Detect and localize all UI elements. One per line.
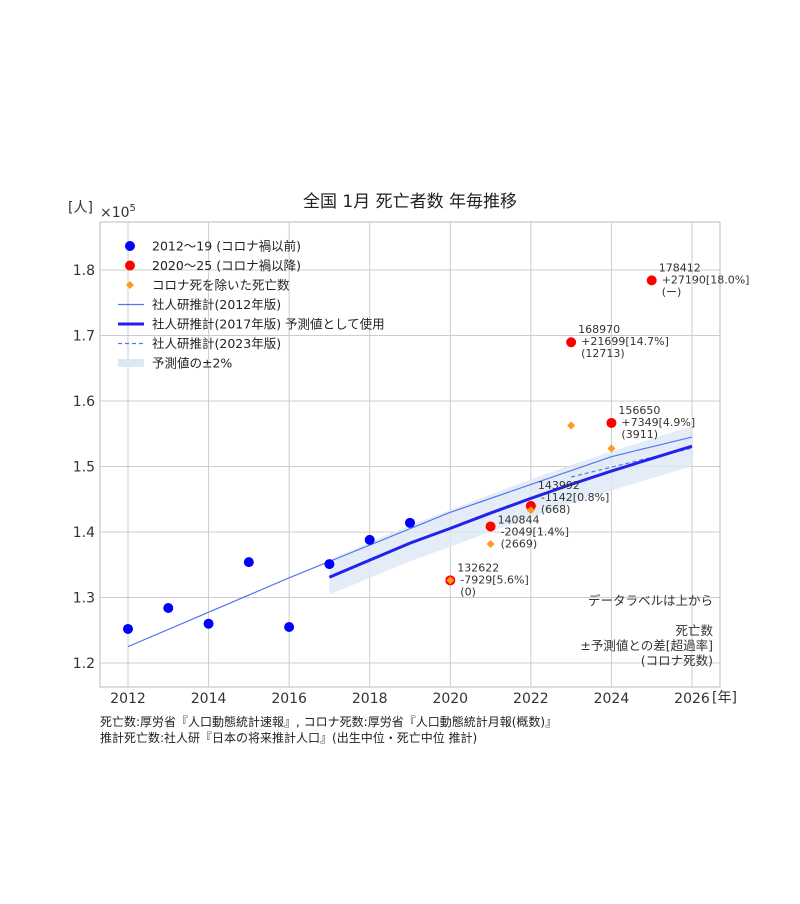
data-label: 178412 xyxy=(659,261,701,274)
x-tick-label: 2020 xyxy=(432,691,468,707)
data-label: 140844 xyxy=(498,513,540,526)
x-tick-label: 2012 xyxy=(110,691,146,707)
data-label: (2669) xyxy=(501,537,538,550)
data-label: -1142[0.8%] xyxy=(541,491,610,504)
x-tick-label: 2022 xyxy=(513,691,549,707)
y-exponent: ×105 xyxy=(100,203,136,221)
data-label: 132622 xyxy=(457,561,499,574)
x-tick-label: 2014 xyxy=(191,691,227,707)
data-label: (668) xyxy=(541,503,571,516)
data-label: 143992 xyxy=(538,479,580,492)
point-excl-covid xyxy=(486,539,495,548)
point-excl-covid xyxy=(607,444,616,453)
line-proj-2012 xyxy=(127,436,693,648)
y-tick-label: 1.3 xyxy=(73,591,95,607)
point-excl-covid xyxy=(567,421,576,430)
point-excl-covid xyxy=(446,576,455,585)
data-label: +27190[18.0%] xyxy=(662,273,750,286)
data-label: (12713) xyxy=(581,347,625,360)
data-label: (3911) xyxy=(621,428,658,441)
data-label: -7929[5.6%] xyxy=(460,573,529,586)
note-text: 死亡数 xyxy=(675,623,713,638)
data-label: (ー) xyxy=(662,285,682,298)
data-label: -2049[1.4%] xyxy=(501,525,569,538)
legend-label: 社人研推計(2012年版) xyxy=(152,297,281,312)
point-pre-covid xyxy=(324,559,335,570)
y-axis-label: [人] xyxy=(68,200,93,216)
legend-label: 2012〜19 (コロナ禍以前) xyxy=(152,239,301,254)
y-tick-label: 1.4 xyxy=(73,525,95,541)
point-excl-covid xyxy=(526,506,535,515)
line-proj-2017 xyxy=(328,444,693,579)
chart-title: 全国 1月 死亡者数 年毎推移 xyxy=(303,192,517,212)
point-post-covid xyxy=(485,521,496,532)
x-tick-label: 2026 xyxy=(674,691,710,707)
point-pre-covid xyxy=(405,517,415,528)
data-label: 156650 xyxy=(618,404,660,417)
y-tick-label: 1.6 xyxy=(73,394,95,410)
point-post-covid xyxy=(566,337,577,348)
point-pre-covid xyxy=(243,557,254,568)
y-tick-label: 1.7 xyxy=(73,329,95,345)
legend-marker-pre xyxy=(125,241,135,251)
source-line-1: 死亡数:厚労省『人口動態統計速報』, コロナ死数:厚労省『人口動態統計月報(概数… xyxy=(100,715,558,729)
point-pre-covid xyxy=(203,618,214,629)
x-axis-label: [年] xyxy=(712,690,737,706)
legend-label: 予測値の±2% xyxy=(152,356,232,371)
data-label: +7349[4.9%] xyxy=(621,416,695,429)
x-tick-label: 2016 xyxy=(271,691,307,707)
note-text: データラベルは上から xyxy=(588,593,713,608)
band-2pct xyxy=(329,426,692,595)
legend-band xyxy=(118,359,144,367)
x-tick-label: 2018 xyxy=(352,691,388,707)
point-pre-covid xyxy=(163,602,174,613)
point-pre-covid xyxy=(123,623,133,634)
point-post-covid xyxy=(646,275,657,286)
legend-label: 社人研推計(2023年版) xyxy=(152,336,281,351)
point-pre-covid xyxy=(364,534,375,545)
legend-label: コロナ死を除いた死亡数 xyxy=(152,278,290,293)
note-text: ±予測値との差[超過率] xyxy=(580,638,713,653)
legend-marker-excl xyxy=(126,281,134,289)
data-label: 168970 xyxy=(578,323,620,336)
legend-marker-post xyxy=(125,260,135,271)
y-tick-label: 1.8 xyxy=(73,263,95,279)
legend-label: 2020〜25 (コロナ禍以降) xyxy=(152,258,301,273)
source-line-2: 推計死亡数:社人研『日本の将来推計人口』(出生中位・死亡中位 推計) xyxy=(100,731,478,745)
x-tick-label: 2024 xyxy=(594,691,630,707)
y-tick-label: 1.2 xyxy=(73,656,95,672)
point-post-covid xyxy=(606,417,617,428)
data-label: +21699[14.7%] xyxy=(581,335,669,348)
point-pre-covid xyxy=(284,621,295,632)
point-post-covid xyxy=(525,500,536,511)
legend-label: 社人研推計(2017年版) 予測値として使用 xyxy=(152,317,385,332)
data-label: (0) xyxy=(460,585,476,598)
note-text: (コロナ死数) xyxy=(641,653,713,668)
y-tick-label: 1.5 xyxy=(73,460,95,476)
